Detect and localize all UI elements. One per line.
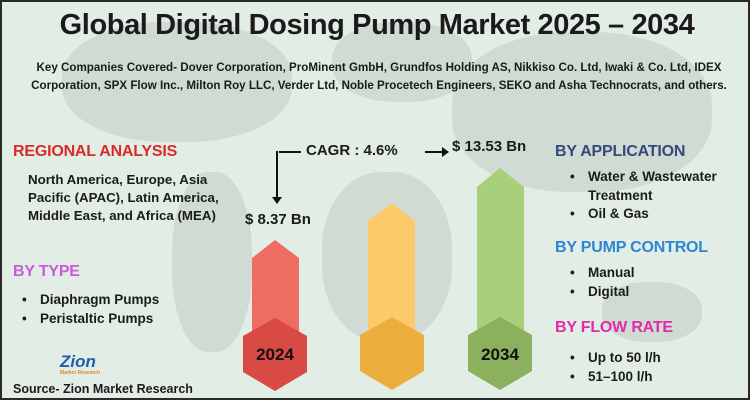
start-value: $ 8.37 Bn xyxy=(245,211,311,228)
page-title: Global Digital Dosing Pump Market 2025 –… xyxy=(59,9,695,41)
pump-control-list: Manual Digital xyxy=(562,264,635,301)
end-value: $ 13.53 Bn xyxy=(452,138,527,155)
bar-2024 xyxy=(252,240,299,342)
application-list: Water & Wastewater Treatment Oil & Gas xyxy=(562,168,748,224)
flow-rate-list: Up to 50 l/h 51–100 l/h xyxy=(562,349,661,386)
cagr-label: CAGR : 4.6% xyxy=(306,142,398,159)
year-2024: 2024 xyxy=(256,345,294,364)
key-companies: Key Companies Covered- Dover Corporation… xyxy=(31,61,727,92)
logo-name: Zion xyxy=(60,352,96,371)
regional-text: North America, Europe, Asia Pacific (APA… xyxy=(28,172,219,223)
regional-heading: REGIONAL ANALYSIS xyxy=(13,143,178,160)
hexagon-middle xyxy=(360,317,424,390)
list-item: Water & Wastewater Treatment xyxy=(562,168,748,205)
pump-control-heading: BY PUMP CONTROL xyxy=(555,239,708,256)
flow-rate-heading: BY FLOW RATE xyxy=(555,319,673,336)
cagr-line-down xyxy=(276,151,278,198)
bar-middle xyxy=(368,203,415,342)
year-2034: 2034 xyxy=(481,345,519,364)
list-item: Manual xyxy=(562,264,635,283)
cagr-line xyxy=(279,151,301,153)
map-north-america xyxy=(62,22,292,142)
list-item: Peristaltic Pumps xyxy=(14,310,159,329)
list-item: Oil & Gas xyxy=(562,205,748,224)
zion-logo: Zion Market Research xyxy=(60,352,120,378)
arrow-right-icon xyxy=(442,147,449,157)
hexagon-2024 xyxy=(243,318,307,391)
list-item: Digital xyxy=(562,283,635,302)
list-item: 51–100 l/h xyxy=(562,368,661,387)
logo-tagline: Market Research xyxy=(60,370,101,376)
cagr-arrow-line xyxy=(425,151,443,153)
arrow-down-icon xyxy=(272,197,282,204)
map-asia xyxy=(452,32,712,192)
map-europe xyxy=(332,22,472,102)
type-heading: BY TYPE xyxy=(13,263,80,280)
application-heading: BY APPLICATION xyxy=(555,143,686,160)
map-south-america xyxy=(172,172,252,352)
source-text: Source- Zion Market Research xyxy=(13,382,193,396)
hexagon-2034 xyxy=(468,317,532,390)
list-item: Diaphragm Pumps xyxy=(14,291,159,310)
bar-2034 xyxy=(477,168,524,342)
list-item: Up to 50 l/h xyxy=(562,349,661,368)
type-list: Diaphragm Pumps Peristaltic Pumps xyxy=(14,291,159,328)
